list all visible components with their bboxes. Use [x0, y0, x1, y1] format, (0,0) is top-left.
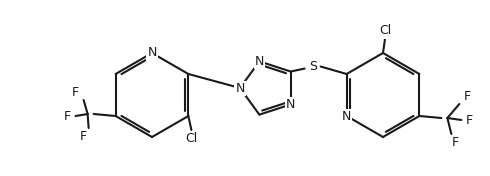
Text: F: F — [72, 86, 79, 99]
Text: F: F — [80, 130, 87, 143]
Text: N: N — [147, 46, 157, 59]
Text: N: N — [286, 98, 295, 111]
Text: Cl: Cl — [379, 24, 391, 37]
Text: N: N — [235, 81, 245, 95]
Text: S: S — [309, 60, 317, 73]
Text: F: F — [452, 136, 459, 149]
Text: F: F — [464, 90, 471, 102]
Text: Cl: Cl — [185, 131, 197, 144]
Text: F: F — [466, 114, 473, 127]
Text: N: N — [255, 55, 264, 68]
Text: F: F — [64, 109, 71, 122]
Text: N: N — [342, 109, 351, 122]
